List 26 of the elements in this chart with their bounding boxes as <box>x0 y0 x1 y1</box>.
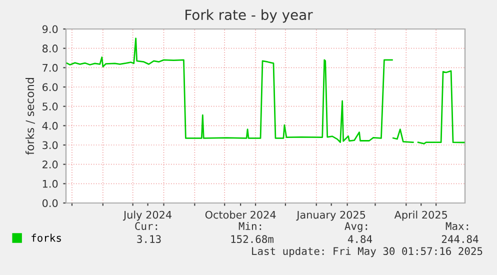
text: Last update: Fri May 30 01:57:16 2025 <box>252 246 482 258</box>
text: 152.68m <box>231 235 274 244</box>
text: Cur: <box>135 222 158 230</box>
y-tick-label: 2.0 <box>42 160 58 168</box>
y-tick-label: 6.0 <box>42 83 58 92</box>
y-tick-label: 0.0 <box>42 199 58 208</box>
text: Avg: <box>344 222 368 232</box>
y-tick-label: 9.0 <box>42 25 58 34</box>
y-tick-label: 3.0 <box>42 141 58 150</box>
y-tick-label: 7.0 <box>42 64 58 72</box>
x-tick-label: April 2025 <box>394 210 448 221</box>
legend-label: forks <box>32 234 61 242</box>
chart-title: Fork rate - by year <box>186 9 313 23</box>
text: 4.84 <box>348 235 372 244</box>
x-tick-label: July 2024 <box>122 210 172 221</box>
y-tick-label: 8.0 <box>42 44 58 52</box>
y-tick-label: 1.0 <box>42 180 58 188</box>
x-tick-label: January 2025 <box>296 210 366 221</box>
text: 244.84 <box>442 235 478 244</box>
y-tick-label: 4.0 <box>42 122 58 130</box>
text: Min: <box>238 222 262 230</box>
text: 3.13 <box>137 235 161 244</box>
x-tick-label: October 2024 <box>205 210 276 219</box>
text: Max: <box>446 222 468 230</box>
y-axis-title: forks / second <box>25 78 35 155</box>
y-tick-label: 5.0 <box>42 102 58 110</box>
